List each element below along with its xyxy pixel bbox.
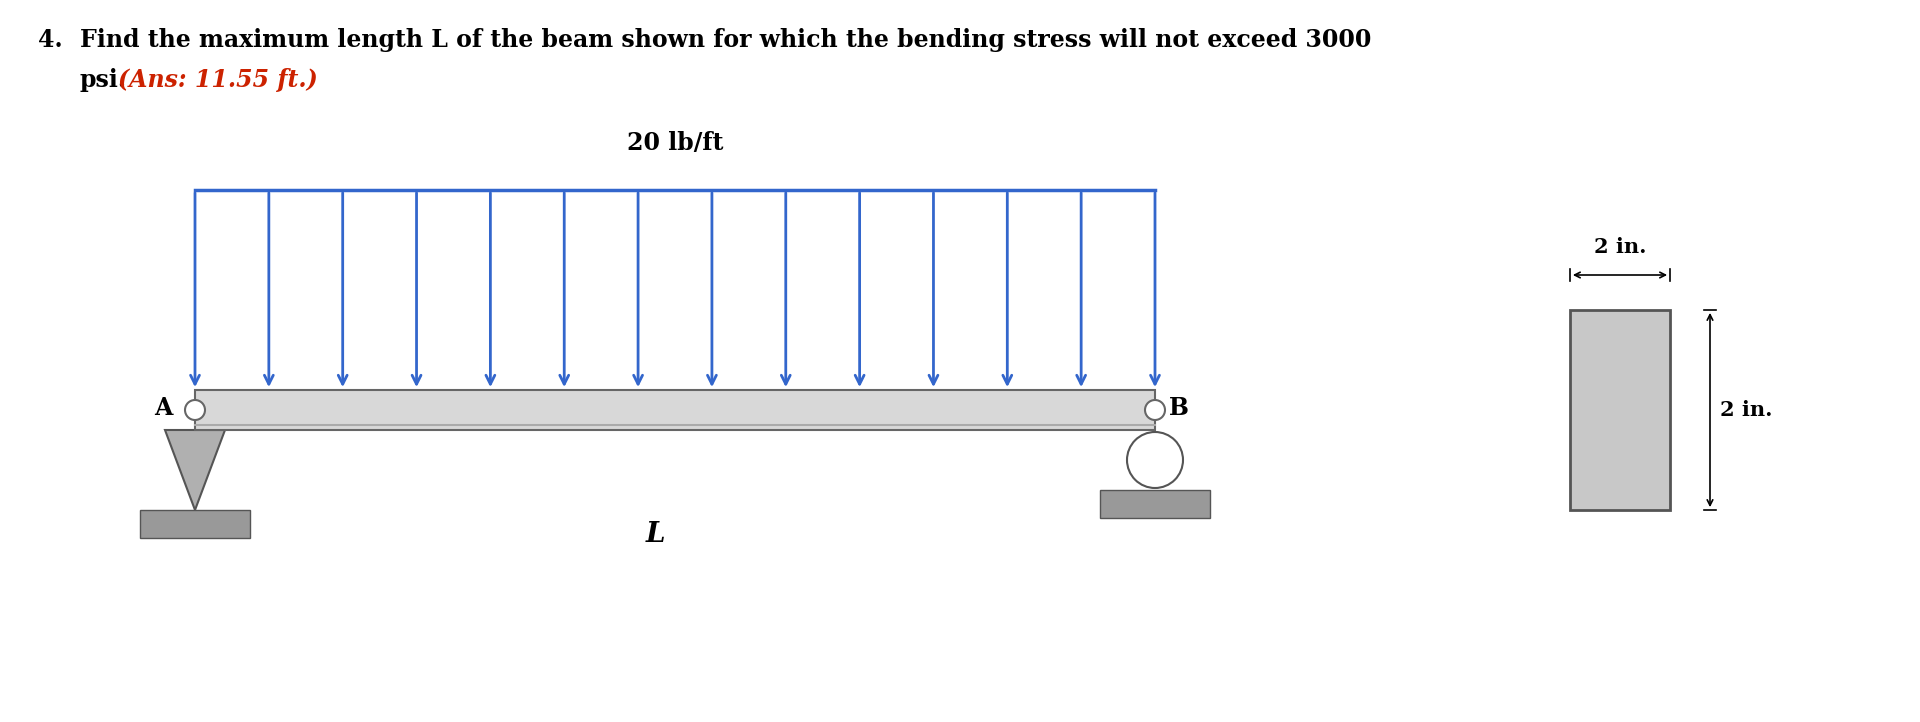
Text: 2 in.: 2 in. — [1720, 400, 1772, 420]
Circle shape — [1144, 400, 1165, 420]
Text: B: B — [1169, 396, 1188, 420]
Bar — [140, 510, 250, 538]
Text: (Ans: 11.55 ft.): (Ans: 11.55 ft.) — [117, 68, 317, 92]
Circle shape — [184, 400, 205, 420]
Text: 2 in.: 2 in. — [1594, 237, 1645, 257]
Text: 4.: 4. — [38, 28, 63, 52]
Text: Find the maximum length L of the beam shown for which the bending stress will no: Find the maximum length L of the beam sh… — [81, 28, 1371, 52]
Bar — [1100, 490, 1210, 518]
Circle shape — [1127, 432, 1183, 488]
Text: 20 lb/ft: 20 lb/ft — [626, 131, 724, 155]
Bar — [196, 390, 1156, 430]
Polygon shape — [165, 430, 225, 510]
Text: L: L — [645, 521, 664, 547]
Bar — [1571, 310, 1670, 510]
Text: A: A — [156, 396, 173, 420]
Text: psi.: psi. — [81, 68, 127, 92]
